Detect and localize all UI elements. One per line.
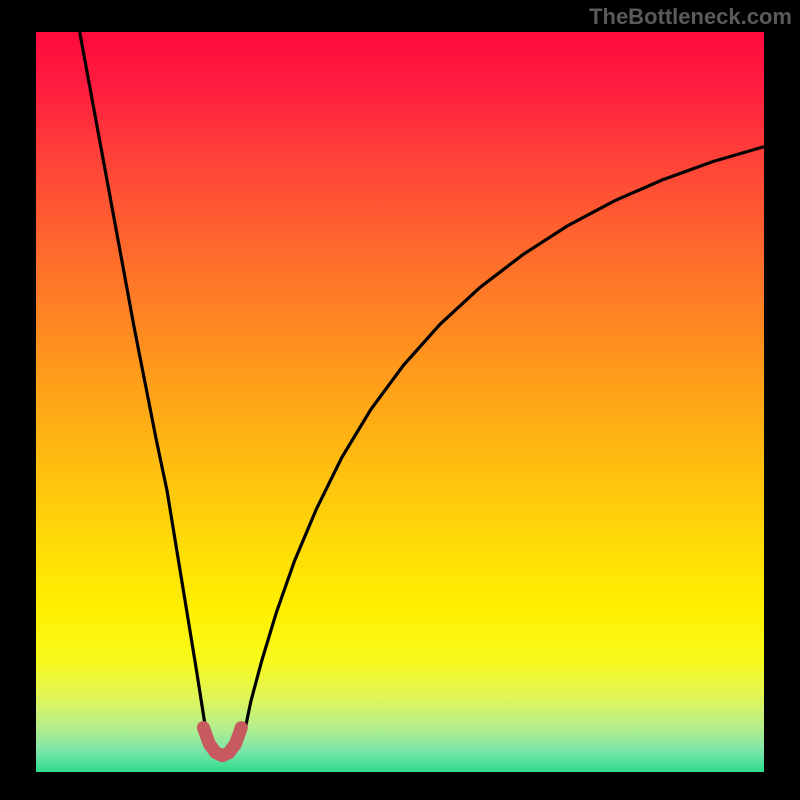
plot-area (36, 32, 764, 772)
bottleneck-curve-left (80, 32, 207, 734)
bottleneck-curve-right (244, 147, 764, 734)
curve-layer (36, 32, 764, 772)
chart-container: TheBottleneck.com (0, 0, 800, 800)
watermark-text: TheBottleneck.com (589, 4, 792, 30)
valley-marker (203, 728, 241, 756)
